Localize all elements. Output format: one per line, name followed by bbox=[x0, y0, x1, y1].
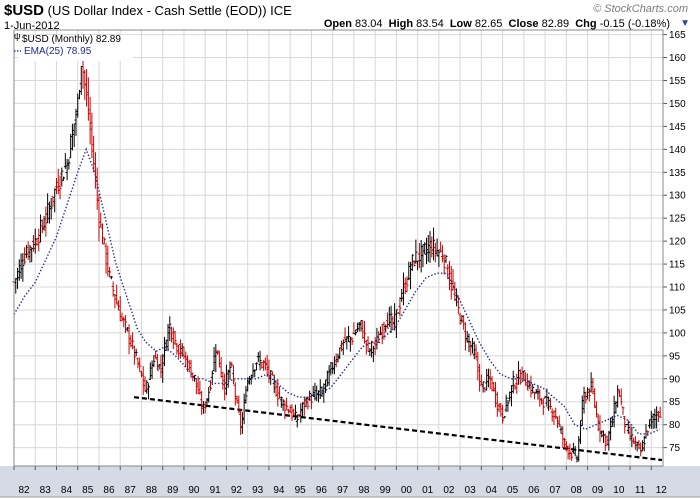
legend-item-ema: EMA(25) 78.95 bbox=[14, 46, 92, 57]
y-tick-label: 160 bbox=[669, 53, 686, 64]
x-tick-label: 07 bbox=[550, 485, 562, 496]
x-tick-label: 99 bbox=[380, 485, 392, 496]
legend-ema-label: EMA(25) 78.95 bbox=[24, 46, 92, 57]
y-tick-label: 125 bbox=[669, 214, 686, 225]
y-tick-label: 110 bbox=[669, 283, 685, 294]
x-tick-label: 83 bbox=[40, 485, 52, 496]
x-tick-label: 96 bbox=[316, 485, 328, 496]
exchange-label: ICE bbox=[270, 3, 292, 18]
x-tick-label: 93 bbox=[252, 485, 264, 496]
x-tick-label: 88 bbox=[146, 485, 158, 496]
x-tick-label: 90 bbox=[188, 485, 200, 496]
x-tick-label: 11 bbox=[635, 485, 646, 496]
ohlc-bar-icon: ψ bbox=[14, 31, 20, 41]
x-tick-label: 86 bbox=[103, 485, 115, 496]
y-tick-label: 85 bbox=[669, 397, 681, 408]
x-tick-label: 00 bbox=[401, 485, 413, 496]
y-tick-label: 95 bbox=[669, 351, 681, 362]
y-tick-label: 115 bbox=[669, 260, 685, 271]
chart-header: $USD (US Dollar Index - Cash Settle (EOD… bbox=[4, 2, 292, 19]
symbol-title: $USD bbox=[4, 2, 45, 19]
y-tick-label: 130 bbox=[669, 191, 686, 202]
quote-low: Low 82.65 bbox=[449, 18, 503, 30]
x-tick-label: 87 bbox=[125, 485, 137, 496]
x-tick-label: 85 bbox=[82, 485, 94, 496]
y-tick-label: 75 bbox=[669, 443, 681, 454]
y-tick-label: 165 bbox=[669, 30, 686, 41]
y-tick-label: 100 bbox=[669, 328, 686, 339]
quote-bar: Open 83.04 High 83.54 Low 82.65 Close 82… bbox=[324, 18, 670, 30]
brand-link[interactable]: © StockCharts.com bbox=[593, 3, 688, 15]
x-tick-label: 91 bbox=[210, 485, 222, 496]
legend-box bbox=[18, 35, 133, 61]
y-tick-label: 105 bbox=[669, 305, 686, 316]
y-tick-label: 120 bbox=[669, 237, 686, 248]
y-tick-label: 80 bbox=[669, 420, 681, 431]
y-tick-label: 90 bbox=[669, 374, 681, 385]
x-tick-label: 94 bbox=[273, 485, 285, 496]
quote-open: Open 83.04 bbox=[323, 18, 383, 30]
x-tick-label: 01 bbox=[422, 485, 434, 496]
x-tick-label: 09 bbox=[592, 485, 604, 496]
y-tick-label: 150 bbox=[669, 99, 686, 110]
x-tick-label: 08 bbox=[571, 485, 583, 496]
x-axis-band bbox=[0, 466, 700, 497]
x-tick-label: 12 bbox=[656, 485, 668, 496]
y-tick-label: 140 bbox=[669, 145, 686, 156]
y-tick-label: 155 bbox=[669, 76, 686, 87]
quote-high: High 83.54 bbox=[388, 18, 444, 30]
y-tick-label: 145 bbox=[669, 122, 686, 133]
x-tick-label: 89 bbox=[167, 485, 179, 496]
x-tick-label: 02 bbox=[443, 485, 455, 496]
plot-area bbox=[14, 30, 663, 466]
x-tick-label: 84 bbox=[61, 485, 73, 496]
x-tick-label: 92 bbox=[231, 485, 243, 496]
plot-frame bbox=[13, 29, 664, 467]
x-tick-label: 10 bbox=[613, 485, 625, 496]
symbol-description: (US Dollar Index - Cash Settle (EOD)) bbox=[47, 3, 267, 18]
x-tick-label: 05 bbox=[507, 485, 519, 496]
quote-change: Chg -0.15 (-0.18%) bbox=[575, 18, 670, 30]
legend-item-price: ψ $USD (Monthly) 82.89 bbox=[14, 31, 121, 45]
x-tick-label: 03 bbox=[465, 485, 477, 496]
quote-close: Close 82.89 bbox=[508, 18, 570, 30]
x-tick-label: 97 bbox=[337, 485, 349, 496]
chart-date: 1-Jun-2012 bbox=[4, 20, 60, 32]
x-tick-label: 06 bbox=[528, 485, 540, 496]
x-tick-label: 82 bbox=[18, 485, 30, 496]
x-tick-label: 04 bbox=[486, 485, 498, 496]
dropdown-arrow-icon[interactable]: ▼ bbox=[680, 18, 690, 29]
x-tick-label: 95 bbox=[295, 485, 307, 496]
y-tick-label: 135 bbox=[669, 168, 686, 179]
legend-price-label: $USD (Monthly) 82.89 bbox=[22, 34, 121, 45]
x-tick-label: 98 bbox=[358, 485, 370, 496]
